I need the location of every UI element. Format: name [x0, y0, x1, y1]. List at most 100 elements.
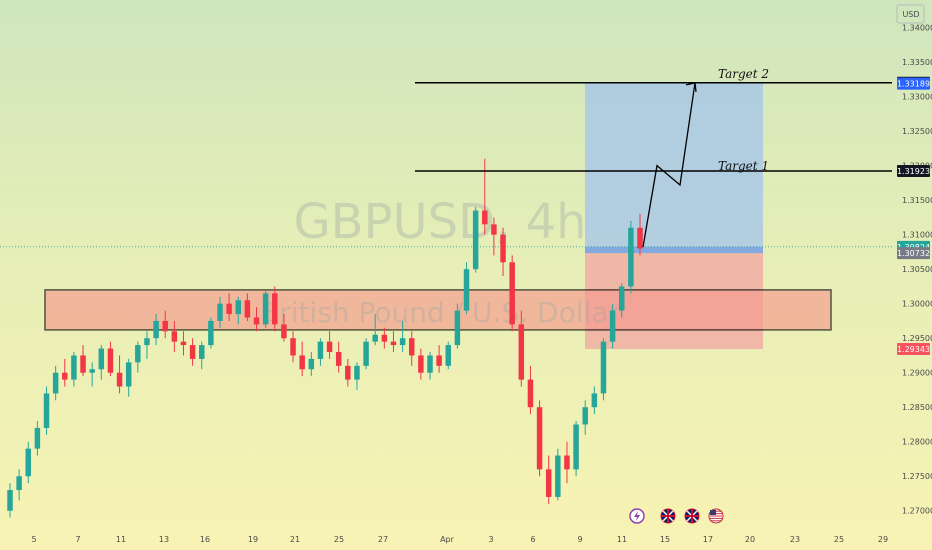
candle-body	[363, 341, 369, 366]
candle-body	[34, 427, 41, 449]
y-tick-label: 1.28500	[902, 403, 932, 412]
candle-body	[518, 324, 525, 380]
candle[interactable]	[637, 213, 643, 256]
candle[interactable]	[34, 421, 41, 456]
candle[interactable]	[619, 282, 625, 318]
candle[interactable]	[107, 341, 114, 377]
target-1-label: Target 1	[718, 159, 769, 173]
support-zone-box[interactable]	[44, 289, 832, 331]
candle-body	[564, 455, 570, 470]
candle[interactable]	[518, 310, 525, 387]
candle[interactable]	[135, 341, 141, 373]
candle[interactable]	[345, 358, 351, 387]
candle[interactable]	[71, 352, 77, 387]
candle[interactable]	[235, 296, 241, 325]
candle[interactable]	[372, 314, 378, 346]
uk-flag-icon[interactable]	[660, 508, 676, 524]
candle[interactable]	[573, 421, 579, 477]
candle[interactable]	[591, 386, 598, 415]
x-tick-label: 7	[75, 535, 80, 544]
candle[interactable]	[125, 358, 132, 397]
x-tick-label: 3	[488, 535, 493, 544]
projection-path[interactable]	[642, 82, 696, 248]
candle[interactable]	[43, 386, 50, 435]
candle[interactable]	[491, 217, 497, 256]
candle[interactable]	[281, 314, 287, 342]
candle[interactable]	[409, 331, 415, 366]
candle-body	[427, 355, 433, 373]
candle[interactable]	[545, 455, 552, 504]
candle[interactable]	[609, 303, 616, 349]
candle[interactable]	[600, 338, 607, 401]
candle[interactable]	[262, 289, 269, 328]
candle[interactable]	[144, 331, 150, 359]
candle[interactable]	[290, 331, 296, 363]
candle[interactable]	[7, 483, 13, 518]
candle[interactable]	[363, 338, 369, 370]
candle[interactable]	[299, 341, 305, 377]
currency-box[interactable]	[896, 4, 925, 24]
candle[interactable]	[564, 441, 570, 484]
candle[interactable]	[335, 341, 342, 373]
candle[interactable]	[354, 362, 360, 390]
candle[interactable]	[390, 331, 397, 352]
x-tick-label: 20	[745, 535, 755, 544]
candle[interactable]	[89, 362, 95, 387]
candle[interactable]	[208, 317, 214, 349]
candle[interactable]	[445, 341, 451, 370]
candle[interactable]	[180, 331, 187, 356]
candle[interactable]	[25, 441, 31, 484]
candle[interactable]	[80, 345, 86, 377]
x-tick-label: 6	[530, 535, 535, 544]
candle[interactable]	[244, 293, 251, 321]
candle[interactable]	[199, 341, 205, 370]
candle[interactable]	[153, 314, 159, 346]
candle[interactable]	[116, 355, 123, 394]
candle[interactable]	[16, 469, 22, 501]
candle[interactable]	[555, 448, 561, 501]
candle[interactable]	[582, 400, 588, 435]
candle[interactable]	[399, 320, 406, 352]
x-tick-label: 5	[31, 535, 36, 544]
candle[interactable]	[217, 296, 223, 328]
projection-arrowhead	[685, 82, 697, 92]
candle[interactable]	[326, 331, 333, 359]
candle[interactable]	[472, 207, 479, 273]
x-tick-label: 25	[834, 535, 844, 544]
candle[interactable]	[171, 320, 178, 352]
candle-body	[472, 210, 479, 270]
candle[interactable]	[308, 352, 315, 377]
candle-body	[43, 393, 50, 428]
candle[interactable]	[317, 338, 324, 366]
candle[interactable]	[509, 255, 515, 332]
candle[interactable]	[418, 348, 424, 380]
candle-body	[308, 358, 315, 370]
profit-zone	[585, 82, 763, 254]
candle[interactable]	[98, 345, 105, 380]
y-tick-label: 1.31000	[902, 231, 932, 240]
candle[interactable]	[52, 365, 59, 401]
candle[interactable]	[536, 400, 543, 477]
candle[interactable]	[454, 303, 461, 349]
price-tag-label: 1.33189	[897, 80, 930, 89]
candle[interactable]	[189, 338, 196, 366]
candle[interactable]	[272, 286, 278, 332]
flash-icon[interactable]	[629, 508, 645, 524]
candle[interactable]	[253, 307, 260, 332]
candle-body	[98, 348, 105, 370]
candle[interactable]	[463, 262, 470, 315]
candle[interactable]	[628, 220, 634, 294]
uk-flag-icon[interactable]	[684, 508, 700, 524]
candle[interactable]	[381, 327, 388, 349]
candle[interactable]	[427, 352, 433, 380]
candle[interactable]	[62, 358, 68, 387]
us-flag-icon[interactable]	[708, 508, 724, 524]
candle-body	[482, 210, 488, 225]
candle[interactable]	[162, 310, 168, 339]
candle[interactable]	[226, 293, 232, 321]
candle[interactable]	[527, 365, 534, 415]
candle[interactable]	[500, 227, 506, 277]
candle[interactable]	[436, 345, 442, 373]
